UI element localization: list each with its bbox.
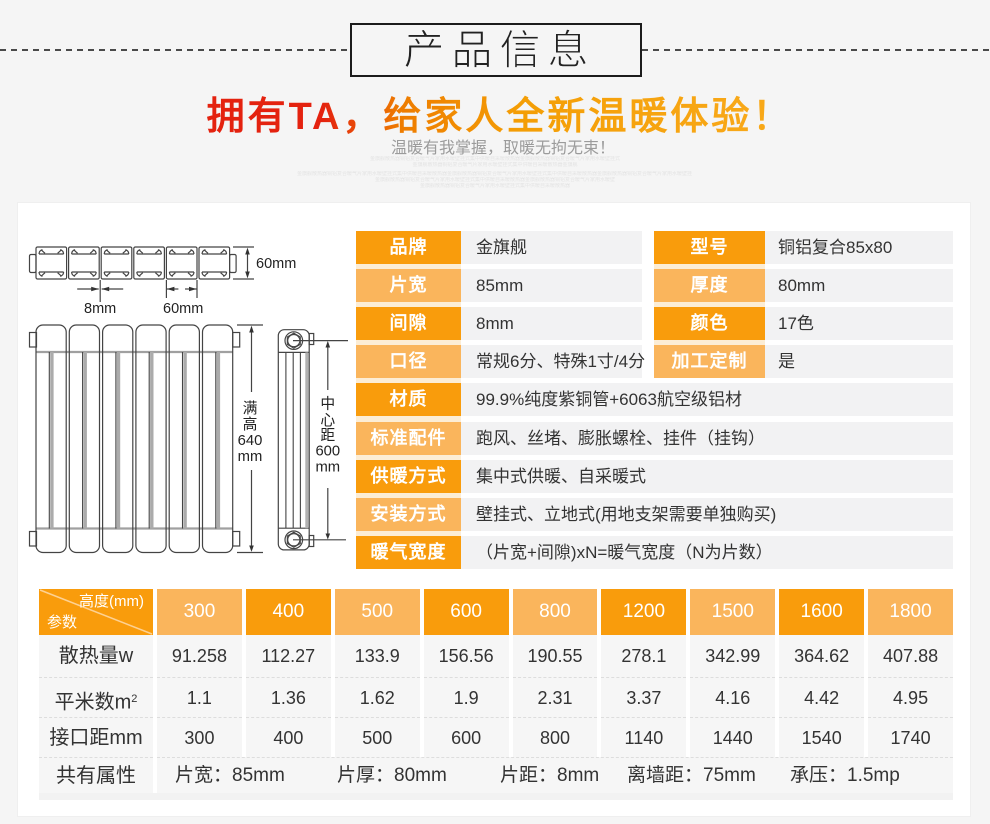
svg-text:mm: mm	[315, 460, 340, 476]
svg-text:距: 距	[320, 428, 335, 444]
svg-text:中: 中	[320, 396, 335, 413]
svg-text:60mm: 60mm	[163, 301, 203, 317]
svg-text:8mm: 8mm	[84, 301, 116, 317]
svg-text:600: 600	[315, 444, 340, 460]
svg-text:640: 640	[238, 433, 263, 449]
svg-text:满: 满	[243, 400, 258, 417]
svg-text:60mm: 60mm	[256, 256, 296, 272]
svg-text:高: 高	[243, 416, 258, 433]
svg-text:mm: mm	[238, 449, 263, 465]
svg-text:心: 心	[320, 412, 335, 429]
